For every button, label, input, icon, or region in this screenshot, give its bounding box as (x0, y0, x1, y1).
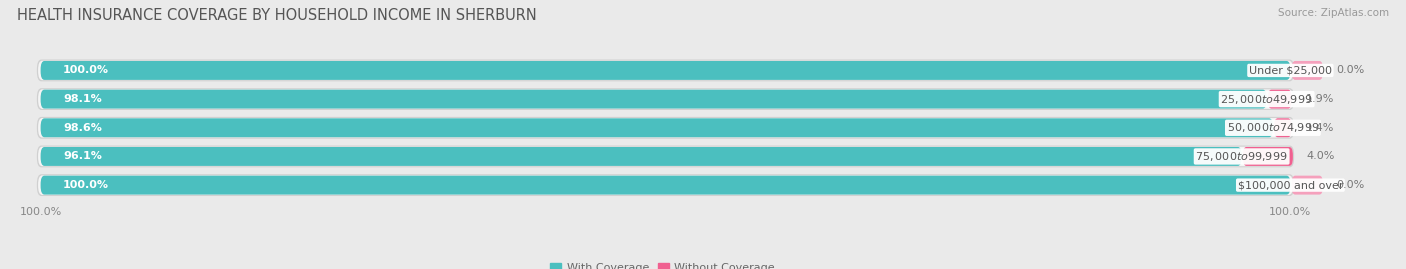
FancyBboxPatch shape (37, 117, 1294, 139)
FancyBboxPatch shape (37, 88, 1294, 110)
FancyBboxPatch shape (1243, 147, 1294, 166)
FancyBboxPatch shape (41, 118, 1272, 137)
Text: 0.0%: 0.0% (1337, 180, 1365, 190)
FancyBboxPatch shape (37, 146, 1294, 167)
Text: $75,000 to $99,999: $75,000 to $99,999 (1195, 150, 1288, 163)
Text: 100.0%: 100.0% (63, 65, 110, 75)
FancyBboxPatch shape (37, 59, 1294, 81)
FancyBboxPatch shape (38, 175, 1294, 195)
FancyBboxPatch shape (1274, 118, 1292, 137)
Text: 100.0%: 100.0% (63, 180, 110, 190)
Text: 98.6%: 98.6% (63, 123, 103, 133)
FancyBboxPatch shape (38, 147, 1294, 166)
FancyBboxPatch shape (38, 61, 1294, 80)
FancyBboxPatch shape (38, 89, 1294, 109)
Text: HEALTH INSURANCE COVERAGE BY HOUSEHOLD INCOME IN SHERBURN: HEALTH INSURANCE COVERAGE BY HOUSEHOLD I… (17, 8, 537, 23)
Text: $25,000 to $49,999: $25,000 to $49,999 (1220, 93, 1313, 106)
FancyBboxPatch shape (37, 174, 1294, 196)
FancyBboxPatch shape (41, 61, 1291, 80)
Text: 1.9%: 1.9% (1305, 94, 1334, 104)
Text: $50,000 to $74,999: $50,000 to $74,999 (1226, 121, 1319, 134)
Text: $100,000 and over: $100,000 and over (1237, 180, 1343, 190)
Text: Source: ZipAtlas.com: Source: ZipAtlas.com (1278, 8, 1389, 18)
FancyBboxPatch shape (41, 176, 1291, 194)
Text: 0.0%: 0.0% (1337, 65, 1365, 75)
FancyBboxPatch shape (1292, 176, 1323, 194)
FancyBboxPatch shape (41, 147, 1241, 166)
FancyBboxPatch shape (38, 118, 1294, 137)
FancyBboxPatch shape (41, 90, 1267, 109)
Text: 4.0%: 4.0% (1306, 151, 1336, 161)
FancyBboxPatch shape (1292, 61, 1323, 80)
Text: 96.1%: 96.1% (63, 151, 103, 161)
Text: 1.4%: 1.4% (1305, 123, 1334, 133)
Text: Under $25,000: Under $25,000 (1249, 65, 1331, 75)
Text: 98.1%: 98.1% (63, 94, 101, 104)
Legend: With Coverage, Without Coverage: With Coverage, Without Coverage (546, 259, 779, 269)
FancyBboxPatch shape (1268, 90, 1292, 109)
